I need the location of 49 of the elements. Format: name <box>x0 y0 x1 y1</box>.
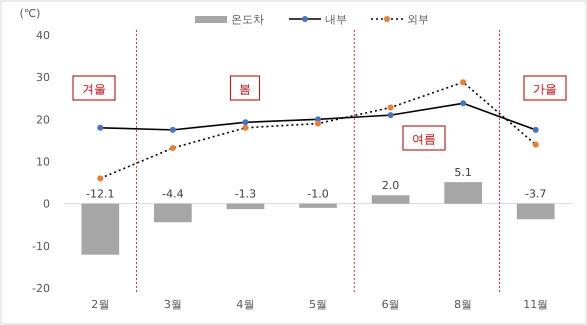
bar <box>81 204 120 255</box>
bar <box>372 195 410 204</box>
point <box>532 126 539 133</box>
bar <box>226 204 264 210</box>
point <box>315 120 321 127</box>
point <box>532 142 539 148</box>
data-label: -3.7 <box>524 188 546 201</box>
x-tick-label: 4월 <box>236 298 254 311</box>
annotation: 가을 <box>533 82 557 96</box>
data-label: -1.3 <box>234 188 256 201</box>
point <box>388 112 394 118</box>
annotation: 겨울 <box>82 82 106 96</box>
point <box>388 104 394 111</box>
legend-label: 온도차 <box>231 13 264 26</box>
point <box>170 145 176 152</box>
y-tick-label: -10 <box>32 240 50 253</box>
y-tick-label: 20 <box>36 113 50 126</box>
bar <box>516 204 555 220</box>
annotation: 여름 <box>412 132 436 146</box>
data-label: -1.0 <box>307 188 329 201</box>
data-label: 5.1 <box>454 166 472 180</box>
bar <box>154 204 192 222</box>
x-tick-label: 8월 <box>454 298 472 311</box>
legend-label: 내부 <box>325 13 347 26</box>
legend-label: 외부 <box>407 13 429 26</box>
point <box>242 124 248 131</box>
point <box>97 124 104 131</box>
data-label: -12.1 <box>86 188 115 201</box>
point <box>97 175 104 182</box>
y-tick-label: 0 <box>43 198 50 211</box>
point <box>460 79 466 86</box>
y-tick-label: 10 <box>36 156 50 168</box>
data-label: -4.4 <box>162 188 184 201</box>
point <box>460 100 466 106</box>
annotation: 봄 <box>239 82 251 96</box>
x-tick-label: 2월 <box>91 298 110 311</box>
x-tick-label: 3월 <box>164 298 182 311</box>
y-tick-label: 40 <box>36 29 50 42</box>
bar <box>444 182 482 204</box>
point <box>170 126 176 133</box>
bar <box>299 204 337 208</box>
x-tick-label: 5월 <box>309 298 327 311</box>
y-tick-label: 30 <box>36 71 50 84</box>
data-label: 2.0 <box>382 179 400 192</box>
x-tick-label: 11월 <box>523 298 548 311</box>
y-axis-title: (℃) <box>20 7 40 20</box>
y-tick-label: -20 <box>32 282 50 295</box>
x-tick-label: 6월 <box>382 298 400 311</box>
point <box>242 119 248 126</box>
